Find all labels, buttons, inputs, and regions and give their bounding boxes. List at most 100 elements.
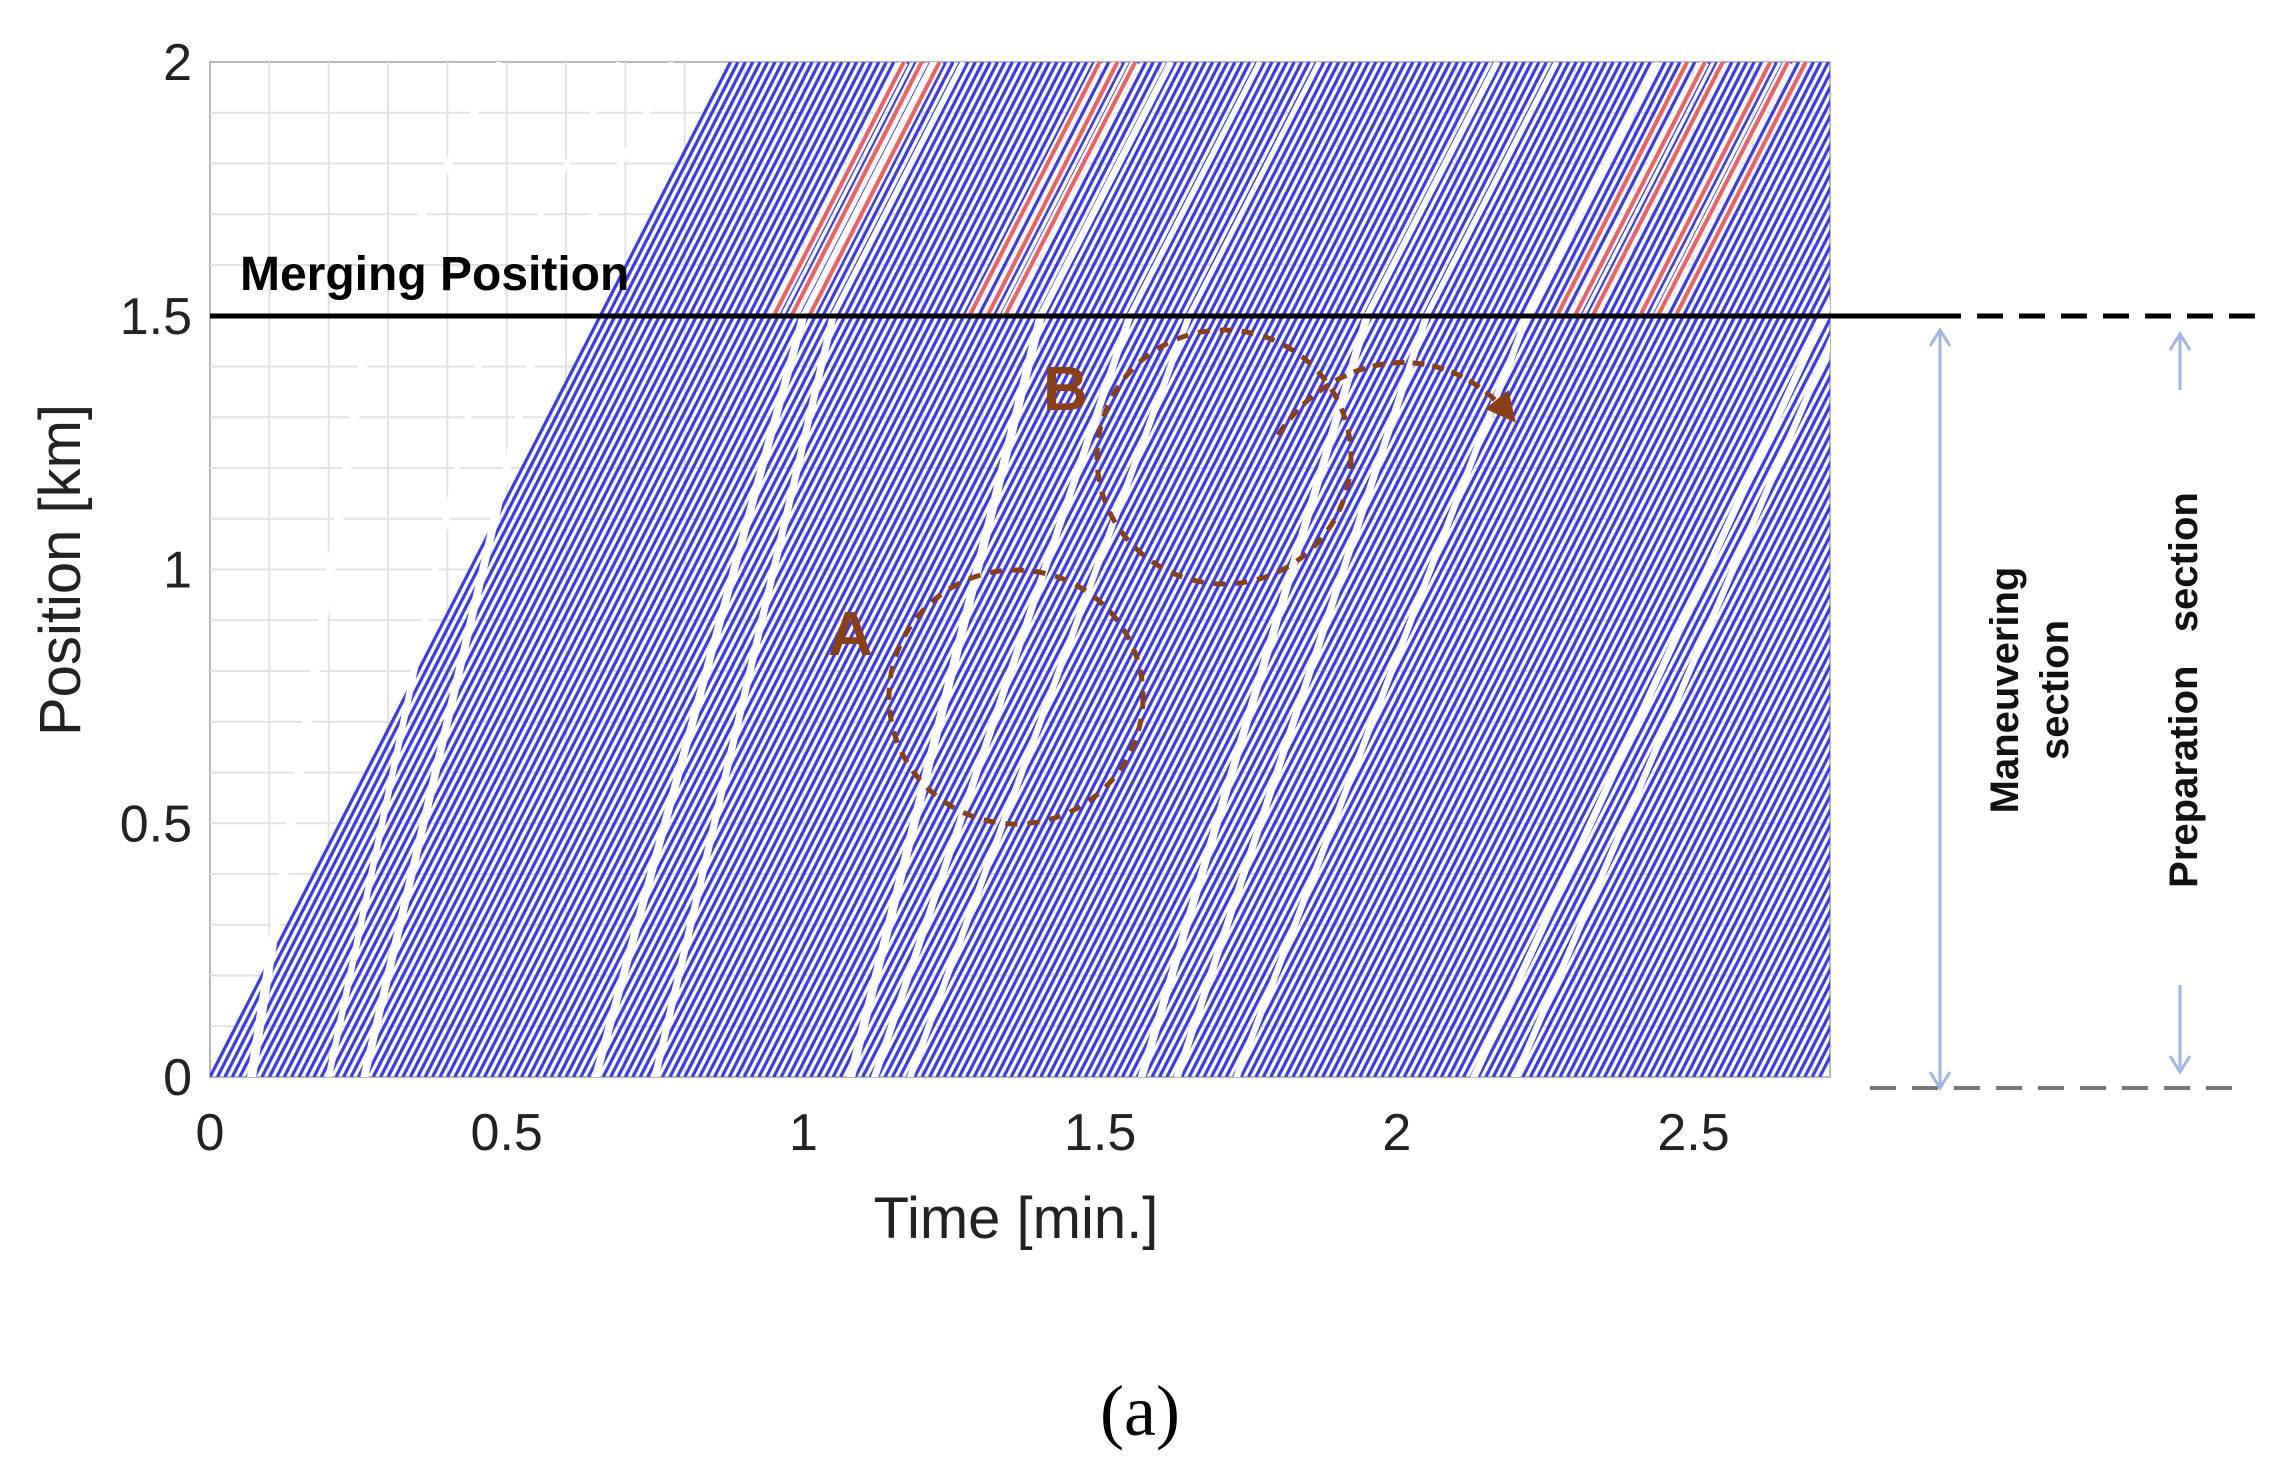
merging-trajectory [789, 62, 924, 317]
trajectory-gap-upper [1842, 62, 1972, 316]
trajectory-line [661, 62, 1185, 1077]
trajectory-line [1061, 62, 1585, 1077]
trajectory-gap [246, 311, 375, 1077]
trajectory-gap-upper [486, 62, 622, 317]
trajectory-line [1069, 62, 1593, 1077]
maneuvering-section-label: Maneuvering section [1983, 567, 2077, 814]
y-axis-title: Position [km] [28, 404, 93, 736]
trajectory-line [1454, 344, 1830, 1077]
trajectory-line [1009, 62, 1534, 1077]
y-axis-ticks: 0 0.5 1 1.5 2 [120, 34, 192, 1107]
trajectory-line [623, 62, 1148, 1077]
trajectory-line [1098, 62, 1623, 1077]
trajectory-line [1721, 865, 1830, 1077]
trajectory-gap [871, 312, 1134, 1077]
y-tick-label: 0 [163, 1049, 192, 1107]
trajectory-line [1217, 62, 1741, 1077]
trajectory-line [1358, 156, 1830, 1077]
merging-trajectory [985, 62, 1120, 317]
trajectory-line [1150, 62, 1674, 1077]
trajectory-line [423, 62, 948, 1077]
x-tick-label: 0 [196, 1104, 225, 1162]
trajectory-line [1091, 62, 1615, 1077]
trajectory-line [935, 62, 1459, 1077]
trajectory-line [490, 62, 1014, 1077]
trajectory-line [371, 62, 896, 1077]
trajectory-gap [906, 312, 1193, 1077]
trajectory-line [994, 62, 1519, 1077]
trajectory-line [750, 62, 1274, 1077]
trajectory-line [305, 62, 829, 1077]
merging-trajectory [1590, 62, 1725, 317]
trajectory-line [290, 62, 814, 1077]
trajectory-line [1239, 62, 1763, 1077]
trajectory-line [394, 62, 918, 1077]
trajectory-line [1669, 763, 1830, 1077]
trajectory-line [1662, 749, 1830, 1077]
trajectory-line [1736, 894, 1830, 1077]
trajectory-gap [360, 311, 547, 1077]
merging-trajectory [1656, 62, 1790, 317]
trajectory-line [215, 62, 740, 1077]
trajectory-line [1714, 850, 1830, 1077]
trajectory-line [965, 62, 1489, 1077]
trajectory-line [1120, 62, 1645, 1077]
trajectory-gap-upper [800, 62, 937, 318]
trajectory-line [1632, 691, 1830, 1077]
trajectory-line [460, 62, 985, 1077]
trajectory-line [534, 62, 1059, 1077]
trajectory-line [267, 62, 792, 1077]
maneuvering-label-line: section [2033, 620, 2077, 760]
trajectory-line [1306, 62, 1830, 1077]
trajectory-line [957, 62, 1482, 1077]
trajectory-line [727, 62, 1252, 1077]
trajectory-line [1254, 62, 1778, 1077]
trajectory-line [1699, 821, 1830, 1077]
trajectory-line [572, 62, 1096, 1077]
trajectory-line [564, 62, 1088, 1077]
trajectory-line [1365, 170, 1830, 1077]
trajectory-line [1625, 677, 1830, 1077]
trajectory-line [920, 62, 1445, 1077]
trajectory-line [356, 62, 881, 1077]
trajectory-line [868, 62, 1393, 1077]
trajectory-line [809, 62, 1333, 1077]
trajectory-line [1484, 402, 1830, 1077]
trajectory-line [253, 62, 777, 1077]
trajectory-line [987, 62, 1511, 1077]
x-tick-label: 2 [1382, 1104, 1411, 1162]
trajectory-gap [1512, 335, 1830, 1077]
trajectory-gap-upper [1525, 62, 1660, 317]
trajectory-line [1536, 503, 1830, 1077]
trajectory-line [349, 62, 873, 1077]
trajectory-line [1291, 62, 1815, 1077]
x-tick-label: 0.5 [471, 1104, 543, 1162]
trajectory-line [327, 62, 851, 1077]
trajectory-line [468, 62, 992, 1077]
trajectory-line [1410, 257, 1830, 1077]
trajectory-gap-upper [539, 62, 676, 318]
trajectory-gap-upper [1821, 297, 1830, 318]
trajectory-gap-upper [1127, 62, 1263, 318]
trajectory-line [1054, 62, 1578, 1077]
trajectory-lines [210, 62, 1830, 1077]
trajectory-line [245, 62, 770, 1077]
trajectory-line [334, 62, 859, 1077]
trajectory-line [1343, 127, 1830, 1077]
trajectory-line [1232, 62, 1756, 1077]
trajectory-line [905, 62, 1430, 1077]
trajectory-line [698, 62, 1222, 1077]
trajectory-line [1158, 62, 1682, 1077]
trajectory-line [1514, 460, 1830, 1077]
trajectory-line [282, 62, 807, 1077]
annotation-label-a: A [828, 600, 873, 669]
trajectory-line [1002, 62, 1526, 1077]
trajectory-line [1573, 575, 1830, 1077]
merging-trajectory [807, 62, 942, 317]
trajectory-line [238, 62, 762, 1077]
trajectory-gap [846, 311, 1046, 1077]
trajectory-gap-upper [1423, 62, 1560, 318]
trajectory-line [787, 62, 1311, 1077]
trajectory-line [653, 62, 1178, 1077]
x-tick-label: 1 [789, 1104, 818, 1162]
